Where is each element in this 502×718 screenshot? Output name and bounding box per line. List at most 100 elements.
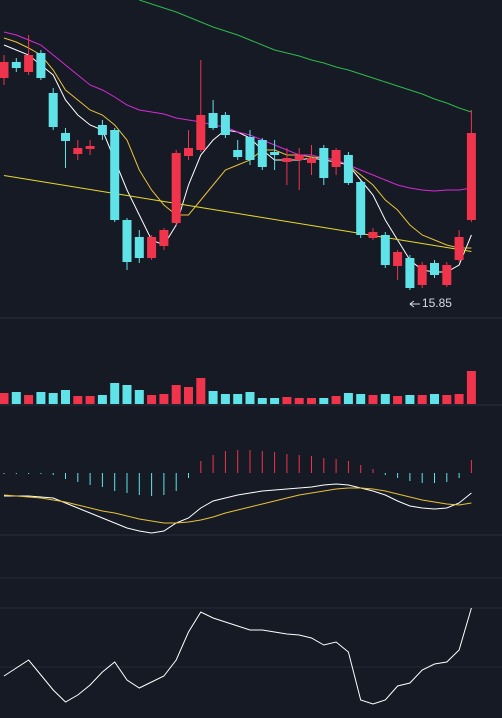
macd-bar xyxy=(335,459,337,473)
volume-bar xyxy=(233,394,243,404)
macd-bar xyxy=(52,473,54,475)
volume-bar xyxy=(122,385,132,404)
volume-bar xyxy=(430,394,439,404)
macd-bar xyxy=(446,473,448,482)
macd-bar xyxy=(224,451,226,473)
candle-body xyxy=(24,55,34,72)
macd-bar xyxy=(212,455,214,473)
low-price-label: 15.85 xyxy=(422,296,452,310)
candle-body xyxy=(307,158,316,163)
moving-average xyxy=(3,175,472,252)
volume-bar xyxy=(257,398,267,404)
candle-body xyxy=(171,153,181,223)
macd-bar xyxy=(261,451,263,473)
candle-body xyxy=(380,235,390,265)
macd-bar xyxy=(114,473,116,491)
macd-bar xyxy=(286,454,288,473)
macd-line xyxy=(4,483,472,534)
candle-body xyxy=(220,115,230,135)
moving-average xyxy=(3,31,472,192)
volume-bar xyxy=(294,398,304,404)
macd-bar xyxy=(126,473,128,493)
volume-bar xyxy=(61,390,70,404)
macd-bar xyxy=(311,456,312,473)
candle-body xyxy=(134,237,144,258)
volume-bar xyxy=(442,395,452,404)
macd-bar xyxy=(151,473,153,496)
macd-bar xyxy=(101,473,103,487)
candle-body xyxy=(122,220,132,262)
volume-bar xyxy=(48,393,58,404)
volume-bar xyxy=(331,396,341,404)
volume-bar xyxy=(171,385,181,404)
volume-bar xyxy=(220,394,230,404)
candle-body xyxy=(159,230,169,246)
candle-body xyxy=(147,237,157,258)
candle-body xyxy=(208,113,218,128)
volume-bar xyxy=(466,371,476,404)
macd-bar xyxy=(15,473,17,474)
candle-body xyxy=(270,152,280,155)
macd-bar xyxy=(421,473,423,483)
volume-bar xyxy=(307,398,316,404)
candle-body xyxy=(11,62,21,68)
macd-bar xyxy=(372,469,374,473)
candle-body xyxy=(442,265,452,285)
macd-bar xyxy=(274,452,276,473)
macd-bar xyxy=(323,458,325,473)
macd-bar xyxy=(163,473,165,495)
macd-bar xyxy=(384,473,386,475)
volume-bar xyxy=(270,398,280,404)
volume-bar xyxy=(97,395,107,404)
macd-bar xyxy=(77,473,79,482)
volume-bar xyxy=(245,392,255,404)
macd-bar xyxy=(40,473,42,474)
macd-bar xyxy=(200,461,202,473)
candle-body xyxy=(331,150,341,167)
macd-bar xyxy=(298,455,300,473)
macd-bar xyxy=(470,460,472,473)
macd-bar xyxy=(249,450,251,473)
candle-body xyxy=(110,130,120,220)
volume-bar xyxy=(368,395,378,404)
volume-bar xyxy=(380,394,390,404)
moving-average xyxy=(139,0,472,113)
volume-bar xyxy=(282,397,292,404)
candle-body xyxy=(294,155,304,160)
volume-bar xyxy=(208,391,218,404)
macd-bar xyxy=(28,473,30,474)
macd-bar xyxy=(138,473,140,495)
candle-body xyxy=(73,148,83,154)
volume-bar xyxy=(454,394,464,404)
indicator-line xyxy=(3,607,472,705)
macd-bar xyxy=(434,473,435,483)
macd-bar xyxy=(397,473,399,478)
macd-bar xyxy=(237,450,239,473)
macd-bar xyxy=(89,473,91,485)
macd-bar xyxy=(3,473,5,474)
candle-body xyxy=(319,148,329,178)
volume-bar xyxy=(134,390,144,404)
macd-bar xyxy=(458,473,460,478)
macd-bar xyxy=(347,461,349,473)
macd-line xyxy=(3,487,472,524)
candle-body xyxy=(368,232,378,238)
volume-bar xyxy=(0,393,9,404)
candle-body xyxy=(466,133,476,220)
volume-bar xyxy=(24,395,34,404)
volume-bar xyxy=(159,394,169,404)
candle-body xyxy=(417,265,427,285)
candle-body xyxy=(85,146,95,149)
candle-body xyxy=(97,125,107,135)
candle-body xyxy=(393,252,403,266)
volume-bar xyxy=(356,394,366,404)
price-panel: 15.85 xyxy=(0,0,476,310)
volume-bar xyxy=(11,392,21,404)
volume-bar xyxy=(405,395,415,404)
annotation-arrowhead xyxy=(409,300,415,308)
candle-body xyxy=(233,150,243,157)
candle-body xyxy=(257,140,267,167)
candle-body xyxy=(245,137,255,160)
